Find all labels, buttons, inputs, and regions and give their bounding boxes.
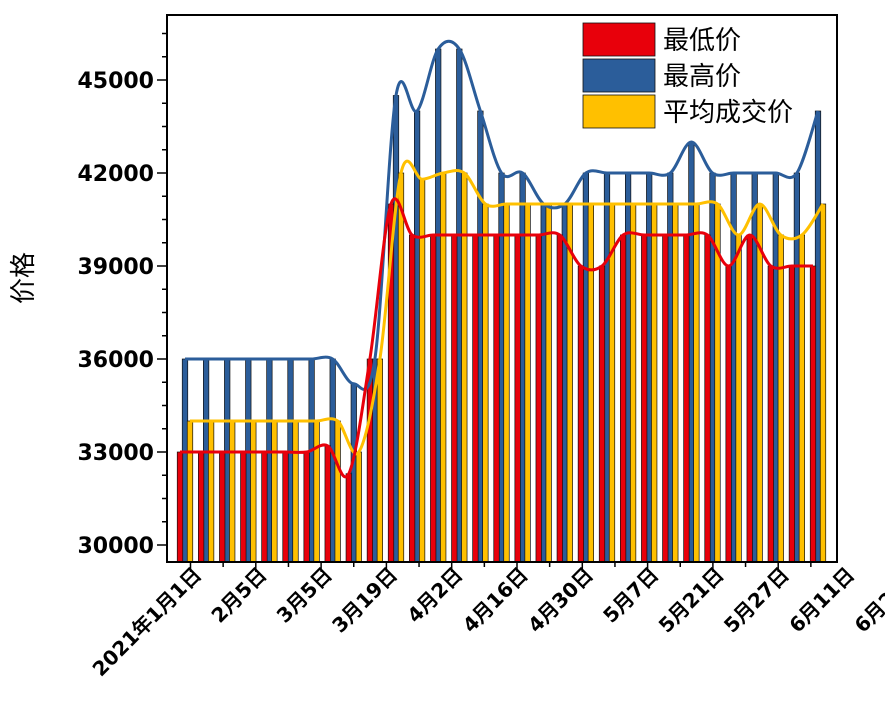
bar-avg-10 <box>397 172 405 563</box>
x-tick-label-8: 5月21日 <box>654 563 729 638</box>
bar-avg-12 <box>440 172 447 563</box>
bar-avg-1 <box>208 420 215 563</box>
bar-low-21 <box>619 234 627 563</box>
legend-label-avg: 平均成交价 <box>663 98 793 128</box>
x-tick-label-9: 5月27日 <box>719 563 794 638</box>
bar-avg-29 <box>798 234 806 563</box>
bar-low-27 <box>746 234 753 563</box>
bar-avg-9 <box>376 358 383 563</box>
bar-low-17 <box>535 234 542 563</box>
y-tick-label-5: 45000 <box>77 69 154 94</box>
x-tick-label-10: 6月11日 <box>784 563 859 638</box>
bar-low-15 <box>493 234 500 563</box>
bar-low-30 <box>809 265 817 563</box>
bar-low-12 <box>430 234 437 563</box>
bar-avg-15 <box>503 203 510 563</box>
bar-low-3 <box>240 451 247 563</box>
line-low <box>180 197 813 479</box>
bar-low-24 <box>683 234 690 563</box>
legend-swatch-high <box>582 58 656 93</box>
bar-low-20 <box>598 265 606 563</box>
x-tick-label-6: 4月30日 <box>523 563 598 638</box>
bar-low-29 <box>788 265 796 563</box>
legend-label-low: 最低价 <box>663 26 741 56</box>
y-tick-label-2: 36000 <box>77 348 154 373</box>
bar-avg-5 <box>292 420 299 563</box>
x-tick-label-2: 3月5日 <box>272 563 337 628</box>
bar-low-26 <box>725 265 732 563</box>
bar-low-11 <box>409 234 416 563</box>
y-tick-label-0: 30000 <box>77 534 154 559</box>
bar-avg-18 <box>566 203 573 563</box>
y-tick-label-1: 33000 <box>77 441 154 466</box>
bar-low-23 <box>662 234 669 563</box>
bar-avg-0 <box>186 420 194 563</box>
bar-low-13 <box>451 234 458 563</box>
bar-avg-3 <box>250 420 257 563</box>
bar-low-22 <box>641 234 648 563</box>
x-tick-label-1: 2月5日 <box>206 563 271 628</box>
x-tick-label-0: 2021年1月1日 <box>88 563 206 681</box>
bar-low-14 <box>472 234 479 563</box>
bar-avg-2 <box>229 420 236 563</box>
x-tick-label-3: 3月19日 <box>327 563 402 638</box>
bar-low-1 <box>198 451 205 563</box>
bar-low-25 <box>704 234 711 563</box>
bar-avg-27 <box>756 203 763 563</box>
bar-low-0 <box>176 451 184 563</box>
bar-low-2 <box>219 451 226 563</box>
legend-swatch-low <box>582 22 656 57</box>
bar-avg-4 <box>271 420 278 563</box>
line-high <box>185 39 820 391</box>
line-avg <box>189 159 825 456</box>
bar-avg-26 <box>735 234 742 563</box>
bar-avg-17 <box>545 203 552 563</box>
x-tick-label-11: 6月25日 <box>850 563 885 638</box>
bar-avg-16 <box>524 203 531 563</box>
bar-low-6 <box>303 451 310 563</box>
bar-low-16 <box>514 234 521 563</box>
legend-label-high: 最高价 <box>663 62 741 92</box>
bar-low-19 <box>577 265 585 563</box>
bar-avg-13 <box>461 172 468 563</box>
x-tick-label-7: 5月7日 <box>598 563 663 628</box>
bar-avg-8 <box>355 451 362 563</box>
bar-avg-23 <box>672 203 679 563</box>
bar-avg-30 <box>819 203 827 563</box>
x-tick-label-4: 4月2日 <box>402 563 467 628</box>
bar-avg-19 <box>587 203 595 563</box>
bar-low-9 <box>366 358 373 563</box>
bar-avg-14 <box>482 203 489 563</box>
bar-low-4 <box>261 451 268 563</box>
bar-avg-22 <box>651 203 658 563</box>
bar-low-28 <box>767 265 774 563</box>
bar-avg-28 <box>777 234 784 563</box>
lines-layer <box>180 39 825 479</box>
y-tick-label-4: 42000 <box>77 162 154 187</box>
bar-avg-24 <box>693 203 700 563</box>
bar-low-8 <box>345 473 352 563</box>
y-axis-label: 价格 <box>9 252 39 304</box>
x-tick-label-5: 4月16日 <box>458 563 533 638</box>
bar-low-18 <box>556 234 563 563</box>
bar-avg-21 <box>629 203 637 563</box>
bar-avg-7 <box>334 420 341 563</box>
bar-avg-6 <box>313 420 320 563</box>
bar-low-5 <box>282 451 289 563</box>
y-tick-label-3: 39000 <box>77 255 154 280</box>
bar-low-7 <box>324 445 331 563</box>
legend-swatch-avg <box>582 94 656 129</box>
